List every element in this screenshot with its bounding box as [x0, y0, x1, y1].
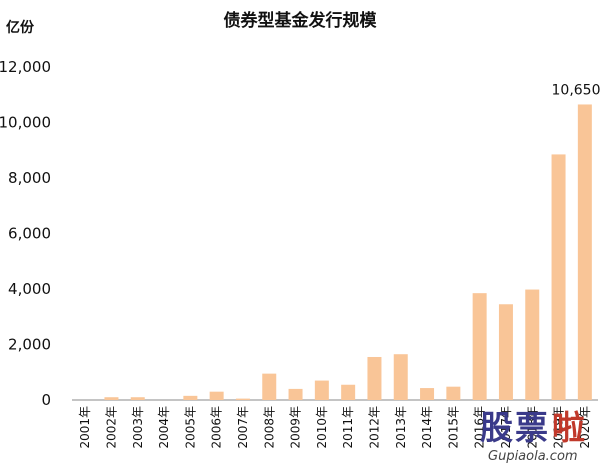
bar — [314, 380, 329, 400]
bar — [183, 395, 198, 400]
bar — [498, 304, 513, 400]
x-tick-label: 2002年 — [104, 406, 118, 449]
x-tick-label: 2001年 — [78, 406, 92, 449]
x-tick-label: 2007年 — [236, 406, 250, 449]
x-tick-label: 2012年 — [367, 406, 381, 449]
bar — [367, 356, 382, 400]
watermark-char-1: 股 — [480, 408, 513, 447]
x-tick-label: 2017年 — [499, 406, 513, 449]
watermark-char-3: 啦 — [552, 408, 585, 447]
bar — [130, 397, 145, 400]
y-tick-label: 4,000 — [8, 280, 51, 298]
y-tick-label: 0 — [41, 391, 51, 409]
x-tick-label: 2004年 — [157, 406, 171, 449]
x-tick-label: 2013年 — [394, 406, 408, 449]
x-tick-label: 2008年 — [262, 406, 276, 449]
bar — [393, 354, 408, 400]
x-tick-label: 2010年 — [315, 406, 329, 449]
data-label: 10,650 — [552, 82, 600, 98]
x-tick-label: 2016年 — [473, 406, 487, 449]
bar — [446, 386, 461, 400]
bar — [209, 391, 224, 400]
bar — [420, 388, 435, 400]
bar — [341, 384, 356, 400]
x-tick-label: 2005年 — [183, 406, 197, 449]
x-tick-label: 2003年 — [131, 406, 145, 449]
y-tick-label: 2,000 — [8, 336, 51, 354]
bar — [551, 154, 566, 400]
x-axis-ticks: 2001年 2002年 2003年 2004年 2005年 2006年 2007年 2008年… — [78, 406, 592, 449]
x-tick-label: 2018年 — [525, 406, 539, 449]
unit-label: 亿份 — [6, 19, 35, 36]
bar — [288, 388, 303, 400]
x-tick-label: 2015年 — [446, 406, 460, 449]
watermark-url: Gupiaola.com — [488, 449, 578, 464]
bar — [577, 104, 592, 401]
data-labels: 10,650 — [552, 82, 600, 98]
y-tick-label: 8,000 — [8, 169, 51, 187]
watermark-char-2: 票 — [515, 408, 548, 447]
bar — [525, 289, 540, 400]
x-tick-label: 2014年 — [420, 406, 434, 449]
bar — [235, 398, 250, 400]
chart-title: 债券型基金发行规模 — [224, 10, 378, 31]
y-tick-label: 6,000 — [8, 225, 51, 243]
bar — [472, 293, 487, 400]
y-tick-label: 12,000 — [0, 58, 51, 76]
x-tick-label: 2009年 — [289, 406, 303, 449]
watermark-logo: 股 票 啦 Gupiaola.com — [480, 408, 585, 464]
x-tick-label: 2019年 — [552, 406, 566, 449]
x-tick-label: 2020年 — [578, 406, 592, 449]
bar — [104, 397, 119, 400]
y-tick-label: 10,000 — [0, 114, 51, 132]
x-tick-label: 2006年 — [210, 406, 224, 449]
y-axis-ticks: 0 2,000 4,000 6,000 8,000 10,000 12,000 — [0, 58, 51, 409]
x-tick-label: 2011年 — [341, 406, 355, 449]
bars — [104, 104, 592, 401]
bar — [262, 373, 277, 400]
